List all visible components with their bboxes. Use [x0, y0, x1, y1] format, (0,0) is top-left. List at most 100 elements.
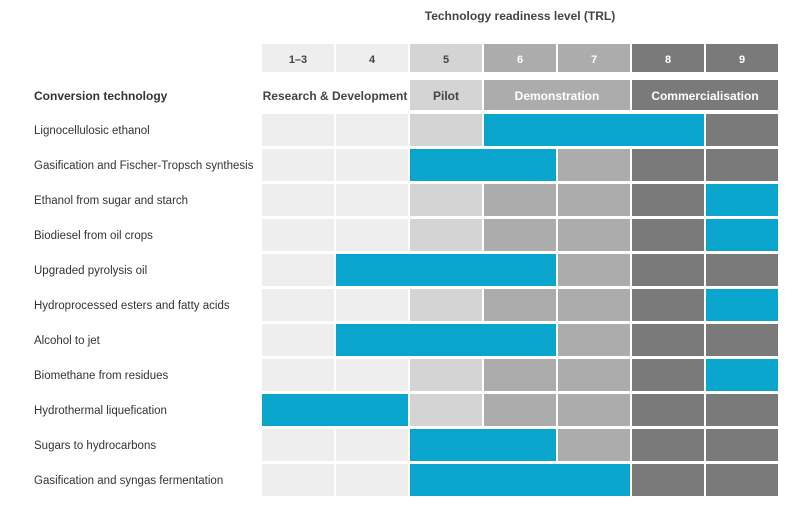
trl-cell	[558, 149, 630, 181]
row-label: Biomethane from residues	[34, 370, 168, 382]
trl-cell	[706, 429, 778, 461]
trl-cell	[558, 429, 630, 461]
trl-cell	[410, 394, 482, 426]
level-header-cell	[632, 44, 704, 72]
trl-cell	[558, 254, 630, 286]
stage-header-label: Research & Development	[263, 89, 408, 103]
current-trl-bar	[410, 149, 556, 181]
trl-cell	[484, 184, 556, 216]
row-label: Lignocellulosic ethanol	[34, 125, 150, 137]
trl-cell	[632, 289, 704, 321]
trl-cell	[558, 324, 630, 356]
trl-cell	[558, 219, 630, 251]
trl-cell	[336, 359, 408, 391]
trl-cell	[410, 114, 482, 146]
trl-grid: 1–3 4 5 6 7 8 9 Research & Development Pilot Demo…	[34, 44, 778, 496]
current-trl-bar	[706, 219, 778, 251]
level-header-label: 5	[443, 54, 449, 66]
current-trl-bar	[706, 289, 778, 321]
current-trl-bar	[484, 114, 704, 146]
trl-cell	[484, 289, 556, 321]
trl-cell	[632, 254, 704, 286]
trl-cell	[262, 114, 334, 146]
trl-cell	[410, 359, 482, 391]
trl-cell	[336, 219, 408, 251]
trl-cell	[336, 114, 408, 146]
stage-header-label: Demonstration	[515, 89, 600, 103]
trl-cell	[484, 394, 556, 426]
trl-cell	[632, 149, 704, 181]
row-label: Upgraded pyrolysis oil	[34, 265, 147, 277]
trl-cell	[336, 149, 408, 181]
trl-cell	[262, 429, 334, 461]
row-label: Gasification and syngas fermentation	[34, 475, 223, 487]
level-header-cell	[410, 44, 482, 72]
trl-cell	[632, 429, 704, 461]
level-header-label: 6	[517, 54, 523, 66]
trl-cell	[706, 149, 778, 181]
trl-cell	[336, 429, 408, 461]
stage-header-label: Commercialisation	[651, 89, 758, 103]
trl-cell	[632, 324, 704, 356]
row-label: Alcohol to jet	[34, 335, 101, 347]
current-trl-bar	[706, 184, 778, 216]
trl-cell	[706, 464, 778, 496]
trl-cell	[632, 394, 704, 426]
trl-cell	[336, 184, 408, 216]
stage-header-cell	[632, 80, 778, 110]
stage-header-cell	[410, 80, 482, 110]
trl-cell	[262, 359, 334, 391]
row-label: Gasification and Fischer-Tropsch synthes…	[34, 160, 254, 172]
current-trl-bar	[336, 254, 556, 286]
trl-cell	[632, 184, 704, 216]
current-trl-bar	[410, 464, 630, 496]
row-label: Hydroprocessed esters and fatty acids	[34, 300, 230, 312]
trl-cell	[410, 184, 482, 216]
current-trl-bar	[336, 324, 556, 356]
trl-cell	[706, 254, 778, 286]
trl-cell	[336, 289, 408, 321]
current-trl-bar	[706, 359, 778, 391]
trl-cell	[558, 289, 630, 321]
trl-cell	[706, 324, 778, 356]
trl-cell	[706, 114, 778, 146]
level-header-cell	[484, 44, 556, 72]
current-trl-bar	[262, 394, 408, 426]
level-header-cell	[706, 44, 778, 72]
level-header-cell	[336, 44, 408, 72]
row-label: Ethanol from sugar and starch	[34, 195, 188, 207]
trl-cell	[262, 289, 334, 321]
row-label: Biodiesel from oil crops	[34, 230, 153, 242]
trl-cell	[410, 289, 482, 321]
level-header-cell	[262, 44, 334, 72]
row-label: Hydrothermal liquefication	[34, 405, 167, 417]
trl-cell	[558, 359, 630, 391]
stage-header-cell	[484, 80, 630, 110]
trl-cell	[262, 324, 334, 356]
trl-cell	[558, 394, 630, 426]
trl-cell	[410, 219, 482, 251]
level-header-cell	[558, 44, 630, 72]
level-header-label: 4	[369, 54, 376, 66]
chart-title: Technology readiness level (TRL)	[425, 9, 616, 23]
level-header-label: 8	[665, 54, 671, 66]
level-header-label: 7	[591, 54, 597, 66]
current-trl-bar	[410, 429, 556, 461]
row-label: Sugars to hydrocarbons	[34, 440, 156, 452]
trl-cell	[262, 184, 334, 216]
row-header: Conversion technology	[34, 89, 168, 103]
level-header-label: 9	[739, 54, 745, 66]
trl-cell	[262, 219, 334, 251]
stage-header-label: Pilot	[433, 89, 459, 103]
trl-cell	[262, 254, 334, 286]
level-header-label: 1–3	[289, 54, 307, 66]
trl-cell	[262, 464, 334, 496]
trl-cell	[336, 464, 408, 496]
trl-cell	[484, 219, 556, 251]
stage-header-cell	[262, 80, 408, 110]
trl-cell	[632, 464, 704, 496]
trl-cell	[484, 359, 556, 391]
trl-cell	[558, 184, 630, 216]
trl-cell	[262, 149, 334, 181]
